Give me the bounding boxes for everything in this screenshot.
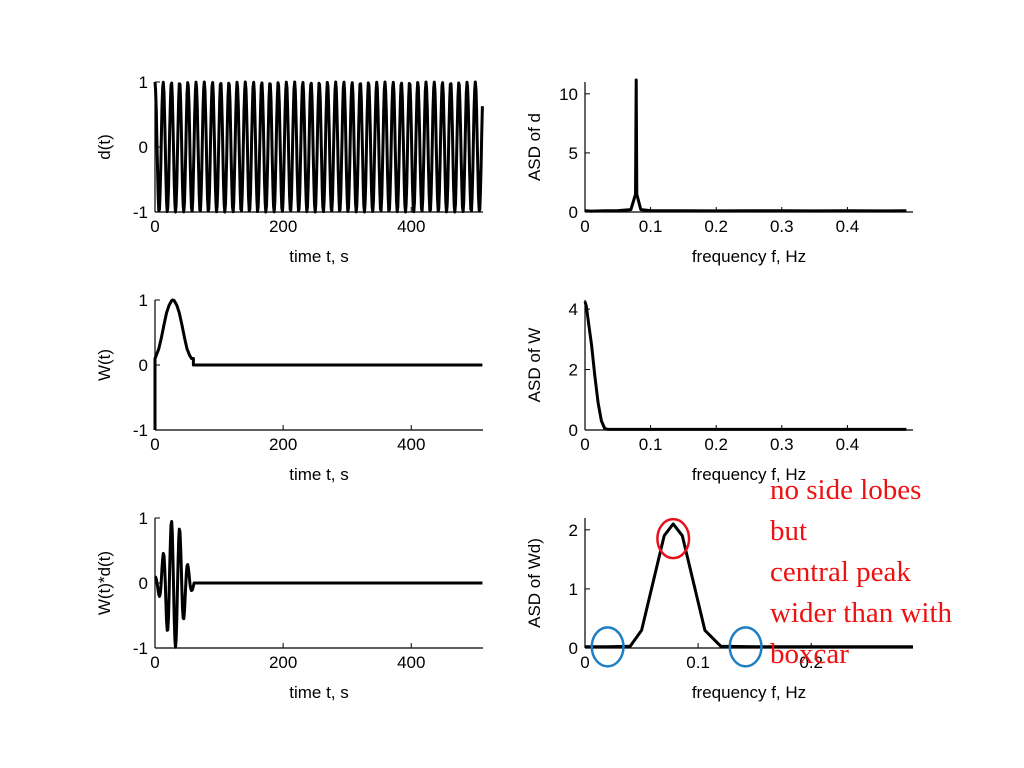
y-tick-label: 1 <box>139 291 148 310</box>
x-tick-label: 0.1 <box>639 435 663 454</box>
y-axis-label: d(t) <box>95 134 114 160</box>
panel-asd_Wd: 0 0.1 0.2 0 1 2 frequency f, Hz ASD of Wd) <box>525 518 913 702</box>
series-line-asd_d <box>584 78 907 213</box>
x-tick-label: 200 <box>269 217 297 236</box>
y-tick-label: 0 <box>139 574 148 593</box>
x-tick-label: 0.4 <box>836 217 860 236</box>
y-tick-label: 0 <box>139 138 148 157</box>
y-tick-label: -1 <box>133 203 148 222</box>
x-tick-label: 400 <box>397 217 425 236</box>
left-sidelobe-circle <box>590 626 625 668</box>
series-line-Wd <box>153 520 484 649</box>
x-axis-label: frequency f, Hz <box>692 247 806 266</box>
x-tick-label: 0 <box>150 435 159 454</box>
series-line-asd_W <box>583 301 907 431</box>
x-tick-label: 0.2 <box>704 217 728 236</box>
x-tick-label: 0 <box>580 435 589 454</box>
y-axis-label: W(t) <box>95 349 114 381</box>
y-tick-label: -1 <box>133 421 148 440</box>
x-axis-label: frequency f, Hz <box>692 683 806 702</box>
annotation-line-1: no side lobes <box>770 474 922 506</box>
y-tick-label: 2 <box>569 521 578 540</box>
x-tick-label: 0.2 <box>799 653 823 672</box>
y-tick-label: 5 <box>569 144 578 163</box>
x-tick-label: 200 <box>269 435 297 454</box>
y-tick-label: 1 <box>569 580 578 599</box>
y-tick-label: -1 <box>133 639 148 658</box>
x-axis-label: frequency f, Hz <box>692 465 806 484</box>
series-line-asd_Wd <box>585 522 913 649</box>
y-tick-label: 0 <box>569 639 578 658</box>
x-tick-label: 400 <box>397 653 425 672</box>
y-tick-label: 0 <box>569 203 578 222</box>
x-tick-label: 0 <box>150 217 159 236</box>
central-peak-circle <box>656 517 691 560</box>
x-axis-label: time t, s <box>289 683 349 702</box>
annotation-line-5: boxcar <box>770 638 849 670</box>
annotation-line-2: but <box>770 515 808 547</box>
x-axis-label: time t, s <box>289 465 349 484</box>
y-axis-label: ASD of d <box>525 113 544 181</box>
y-tick-label: 2 <box>569 361 578 380</box>
y-tick-label: 1 <box>139 73 148 92</box>
y-axis-label: ASD of Wd) <box>525 538 544 628</box>
annotation-note: no side lobes but central peak wider tha… <box>770 470 1020 675</box>
y-tick-label: 0 <box>569 421 578 440</box>
y-axis-label: ASD of W <box>525 328 544 403</box>
x-tick-label: 0.2 <box>704 435 728 454</box>
series-line-d <box>153 80 484 214</box>
panel-asd_W: 0 0.1 0.2 0.3 0.4 0 2 4 frequency f, Hz ASD of W <box>525 300 913 484</box>
x-tick-label: 0.3 <box>770 217 794 236</box>
y-tick-label: 1 <box>139 509 148 528</box>
x-tick-label: 400 <box>397 435 425 454</box>
annotation-line-4: wider than with <box>770 597 953 629</box>
x-tick-label: 0.1 <box>639 217 663 236</box>
series-line-W <box>153 298 483 430</box>
x-tick-label: 0 <box>580 653 589 672</box>
panel-asd_d: 0 0.1 0.2 0.3 0.4 0 5 10 frequency f, Hz ASD of d <box>525 78 913 266</box>
y-axis-label: W(t)*d(t) <box>95 551 114 615</box>
x-tick-label: 200 <box>269 653 297 672</box>
y-tick-label: 10 <box>559 85 578 104</box>
x-axis-label: time t, s <box>289 247 349 266</box>
annotation-line-3: central peak <box>770 556 911 588</box>
y-tick-label: 4 <box>569 300 578 319</box>
x-tick-label: 0 <box>150 653 159 672</box>
x-tick-label: 0.1 <box>686 653 710 672</box>
x-tick-label: 0.3 <box>770 435 794 454</box>
y-tick-label: 0 <box>139 356 148 375</box>
right-sidelobe-circle <box>728 626 763 668</box>
x-tick-label: 0.4 <box>836 435 860 454</box>
x-tick-label: 0 <box>580 217 589 236</box>
